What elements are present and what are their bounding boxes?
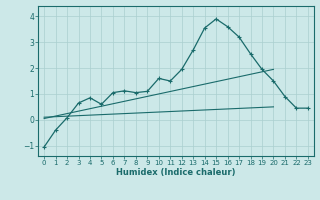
X-axis label: Humidex (Indice chaleur): Humidex (Indice chaleur) [116,168,236,177]
